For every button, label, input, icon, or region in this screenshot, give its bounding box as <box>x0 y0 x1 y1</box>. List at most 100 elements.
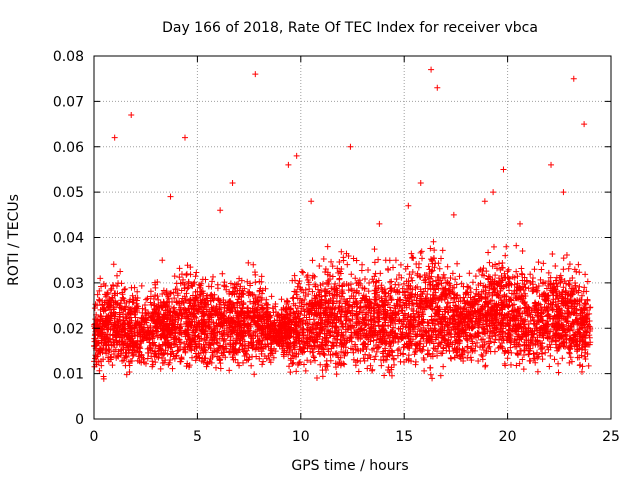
data-point <box>152 285 158 291</box>
data-point <box>586 363 592 369</box>
data-point <box>279 296 285 302</box>
data-point <box>208 284 214 290</box>
data-point <box>218 365 224 371</box>
data-point <box>549 251 555 257</box>
data-point <box>438 281 444 287</box>
data-point <box>215 282 221 288</box>
data-point <box>421 368 427 374</box>
data-point <box>539 351 545 357</box>
data-point <box>426 263 432 269</box>
data-point <box>527 271 533 277</box>
data-point <box>520 248 526 254</box>
data-point <box>395 347 401 353</box>
data-point <box>148 288 154 294</box>
data-point <box>567 261 573 267</box>
data-point <box>575 262 581 268</box>
data-point <box>564 252 570 258</box>
data-point <box>311 354 317 360</box>
data-points <box>91 67 593 382</box>
data-point <box>452 276 458 282</box>
data-point <box>409 278 415 284</box>
data-point <box>445 264 451 270</box>
data-point <box>309 257 315 263</box>
data-point <box>375 257 381 263</box>
data-point <box>437 266 443 272</box>
data-point <box>448 356 454 362</box>
data-point <box>448 355 454 361</box>
data-point <box>466 270 472 276</box>
data-point <box>568 354 574 360</box>
data-point <box>513 269 519 275</box>
data-point <box>538 267 544 273</box>
data-point <box>109 362 115 368</box>
data-point <box>334 371 340 377</box>
data-point <box>473 273 479 279</box>
data-point <box>540 260 546 266</box>
data-point <box>468 354 474 360</box>
data-point <box>566 349 572 355</box>
data-point <box>577 362 583 368</box>
data-point <box>372 259 378 265</box>
data-point <box>322 269 328 275</box>
data-point <box>573 283 579 289</box>
data-point <box>114 273 120 279</box>
data-point <box>356 369 362 375</box>
data-point <box>552 356 558 362</box>
data-point <box>506 287 512 293</box>
data-point <box>546 364 552 370</box>
data-point <box>287 369 293 375</box>
data-point <box>252 272 258 278</box>
data-point <box>177 265 183 271</box>
data-point <box>560 266 566 272</box>
data-point <box>117 269 123 275</box>
data-point <box>210 274 216 280</box>
data-point <box>388 278 394 284</box>
data-point <box>263 286 269 292</box>
data-point <box>202 277 208 283</box>
data-point <box>322 352 328 358</box>
grid <box>94 56 611 419</box>
data-point <box>499 260 505 266</box>
data-point <box>440 364 446 370</box>
data-point <box>299 269 305 275</box>
data-point <box>513 243 519 249</box>
data-point <box>487 260 493 266</box>
data-point <box>561 255 567 261</box>
data-point <box>290 295 296 301</box>
data-point <box>470 279 476 285</box>
data-point <box>362 276 368 282</box>
data-point <box>385 266 391 272</box>
data-point <box>312 358 318 364</box>
data-point <box>289 361 295 367</box>
data-point <box>359 267 365 273</box>
data-point <box>503 244 509 250</box>
data-point <box>209 278 215 284</box>
data-point <box>576 269 582 275</box>
data-point <box>521 366 527 372</box>
data-point <box>508 362 514 368</box>
data-point <box>536 259 542 265</box>
data-point <box>365 267 371 273</box>
data-point <box>321 256 327 262</box>
data-point <box>542 350 548 356</box>
data-point <box>456 273 462 279</box>
data-point <box>366 280 372 286</box>
data-point <box>483 362 489 368</box>
data-point <box>585 278 591 284</box>
data-point <box>310 353 316 359</box>
data-point <box>93 301 99 307</box>
data-point <box>440 247 446 253</box>
data-point <box>519 356 525 362</box>
data-point <box>316 263 322 269</box>
data-point <box>336 277 342 283</box>
data-point <box>454 261 460 267</box>
data-point <box>506 267 512 273</box>
data-point <box>348 271 354 277</box>
data-point <box>566 360 572 366</box>
data-point <box>122 286 128 292</box>
data-point <box>336 259 342 265</box>
data-point <box>259 361 265 367</box>
data-point <box>388 296 394 302</box>
data-point <box>566 266 572 272</box>
data-point <box>431 247 437 253</box>
